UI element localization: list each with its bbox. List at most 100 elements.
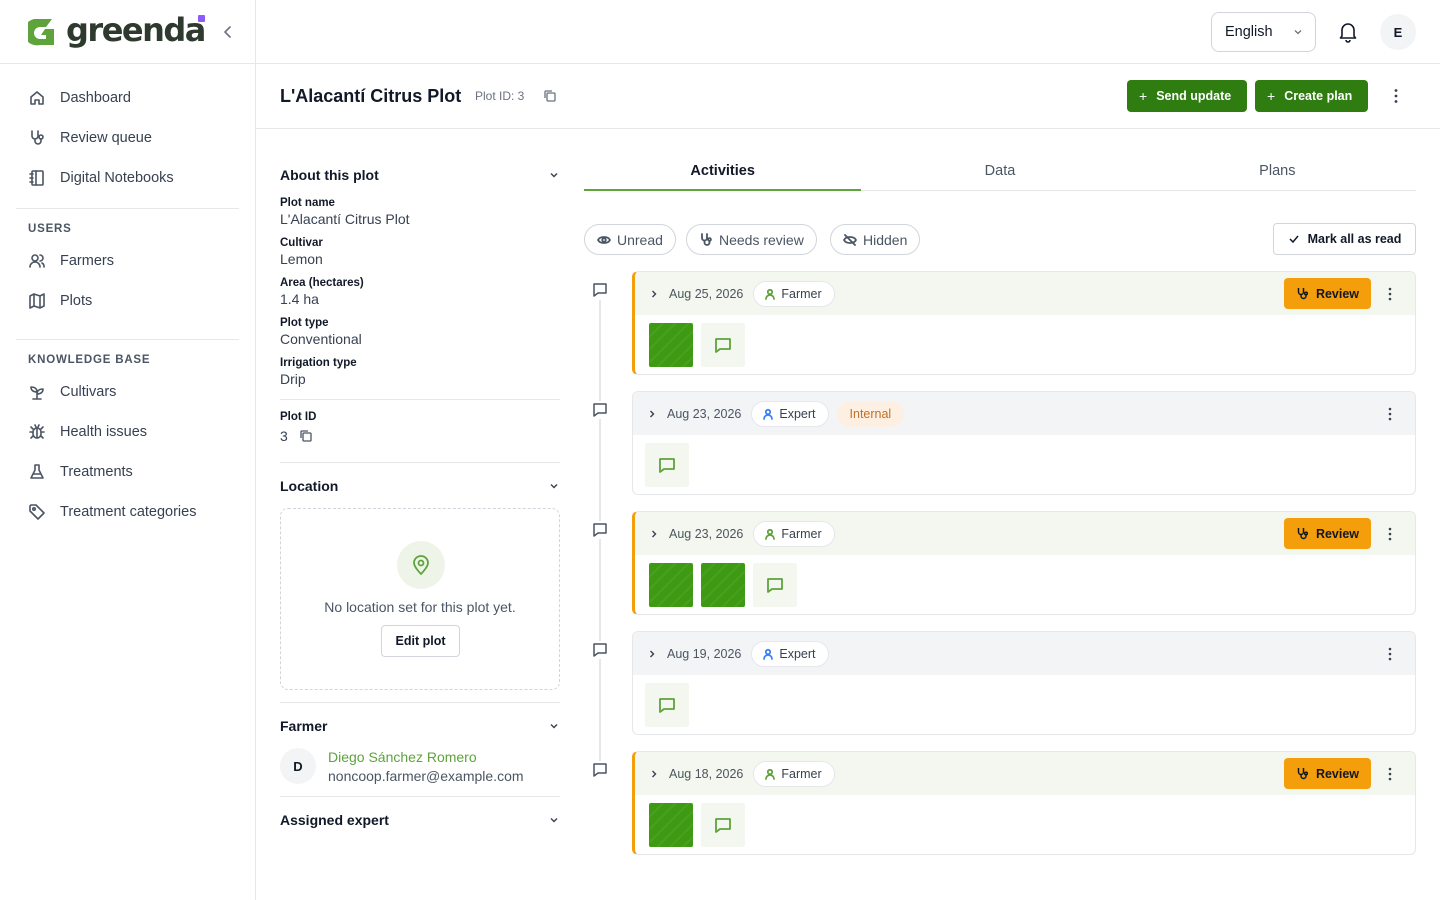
activity-date: Aug 18, 2026 [669,766,744,781]
sidebar-item-treatments[interactable]: Treatments [16,452,239,492]
review-button[interactable]: Review [1284,758,1371,789]
comment-icon[interactable] [645,683,689,727]
photo-thumbnail[interactable] [701,563,745,607]
sidebar-item-label: Digital Notebooks [60,170,174,186]
sidebar-item-plots[interactable]: Plots [16,281,239,321]
nav-divider [16,208,239,209]
comment-marker-icon [591,281,609,299]
comment-marker-icon [591,401,609,419]
location-section-header[interactable]: Location [280,478,560,494]
comment-icon[interactable] [753,563,797,607]
role-label: Farmer [781,526,822,541]
chevron-down-icon [550,724,558,729]
more-options-icon[interactable] [1381,645,1399,663]
bug-icon [29,424,45,439]
photo-thumbnail[interactable] [649,323,693,367]
mark-all-read-button[interactable]: Mark all as read [1273,223,1416,255]
tab-data[interactable]: Data [984,163,1016,179]
send-update-button[interactable]: + Send update [1127,80,1247,112]
activity-card-body [635,315,1415,367]
sidebar-item-treatment-categories[interactable]: Treatment categories [16,492,239,532]
more-options-icon[interactable] [1381,285,1399,303]
chevron-right-icon[interactable] [649,289,659,299]
sidebar-item-health-issues[interactable]: Health issues [16,412,239,452]
sidebar-item-digital-notebooks[interactable]: Digital Notebooks [16,158,239,198]
greenda-logo-icon[interactable] [28,15,62,49]
sidebar-item-cultivars[interactable]: Cultivars [16,372,239,412]
activity-card-header: Aug 23, 2026 Expert Internal [633,392,1415,435]
review-button[interactable]: Review [1284,518,1371,549]
location-empty-state: No location set for this plot yet. Edit … [280,508,560,690]
copy-icon[interactable] [299,429,313,443]
location-empty-text: No location set for this plot yet. [324,599,516,615]
filter-unread[interactable]: Unread [584,224,676,255]
more-options-icon[interactable] [1381,765,1399,783]
plot-id-row: 3 [280,428,560,444]
bell-icon[interactable] [1338,21,1358,43]
activity-card[interactable]: Aug 23, 2026 Expert Internal [632,391,1416,495]
filter-unread-label: Unread [617,231,663,248]
photo-thumbnail[interactable] [649,803,693,847]
farmer-section-header[interactable]: Farmer [280,718,560,734]
internal-badge: Internal [836,400,905,427]
review-button[interactable]: Review [1284,278,1371,309]
sidebar-item-dashboard[interactable]: Dashboard [16,78,239,118]
brand-name[interactable]: greenda [66,10,206,49]
field-label: Irrigation type [280,357,357,369]
assigned-expert-heading: Assigned expert [280,812,389,828]
edit-plot-button[interactable]: Edit plot [381,625,460,657]
filter-needs-review[interactable]: Needs review [686,224,817,255]
sidebar-item-review-queue[interactable]: Review queue [16,118,239,158]
activity-card[interactable]: Aug 23, 2026 Farmer Review [632,511,1416,615]
photo-thumbnail[interactable] [649,563,693,607]
copy-icon[interactable] [543,89,557,103]
chevron-down-icon [550,818,558,823]
more-options-icon[interactable] [1386,86,1406,106]
more-options-icon[interactable] [1381,405,1399,423]
plus-icon: + [1267,88,1276,104]
activity-card-header: Aug 23, 2026 Farmer Review [635,512,1415,555]
chevron-right-icon[interactable] [647,409,657,419]
field-value: Drip [280,371,306,387]
comment-icon[interactable] [701,803,745,847]
user-icon [763,648,774,660]
role-label: Expert [779,646,816,661]
activity-card[interactable]: Aug 18, 2026 Farmer Review [632,751,1416,855]
assigned-expert-section-header[interactable]: Assigned expert [280,812,560,828]
comment-icon[interactable] [645,443,689,487]
comment-marker-icon [591,521,609,539]
role-label: Farmer [781,766,822,781]
activity-card[interactable]: Aug 25, 2026 Farmer Review [632,271,1416,375]
comment-marker-icon [591,641,609,659]
sidebar-item-farmers[interactable]: Farmers [16,241,239,281]
tag-icon [29,504,45,520]
review-label: Review [1315,526,1360,541]
stethoscope-icon [31,130,44,145]
page-header: L'Alacantí Citrus Plot Plot ID: 3 + Send… [256,64,1440,129]
collapse-sidebar-icon[interactable] [218,22,238,42]
language-value: English [1225,24,1273,40]
about-section-header[interactable]: About this plot [280,167,560,183]
user-icon [765,288,776,300]
sidebar-item-label: Dashboard [60,90,131,106]
nav-divider [16,339,239,340]
comment-icon[interactable] [701,323,745,367]
language-select[interactable]: English [1211,12,1316,52]
activity-card-header: Aug 18, 2026 Farmer Review [635,752,1415,795]
chevron-right-icon[interactable] [647,649,657,659]
farmer-info: Diego Sánchez Romero noncoop.farmer@exam… [328,749,524,784]
about-heading: About this plot [280,167,379,183]
user-avatar[interactable]: E [1380,14,1416,50]
tab-activities[interactable]: Activities [584,152,862,191]
activity-date: Aug 19, 2026 [667,646,742,661]
create-plan-button[interactable]: + Create plan [1255,80,1368,112]
chevron-right-icon[interactable] [649,769,659,779]
tab-plans[interactable]: Plans [1259,163,1296,179]
more-options-icon[interactable] [1381,525,1399,543]
filter-hidden[interactable]: Hidden [830,224,921,255]
sidebar: greenda Dashboard Review queue Digital N… [0,0,256,900]
chevron-right-icon[interactable] [649,529,659,539]
activity-card[interactable]: Aug 19, 2026 Expert [632,631,1416,735]
field-value: Conventional [280,331,362,347]
farmer-name-link[interactable]: Diego Sánchez Romero [328,748,477,765]
